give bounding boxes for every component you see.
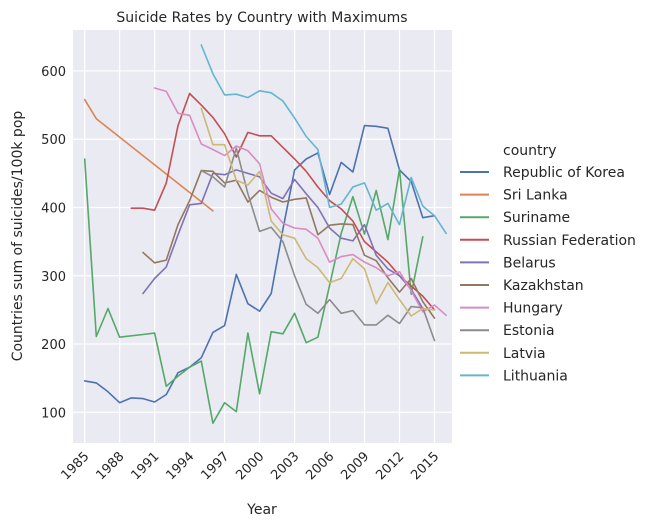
series-line (153, 87, 448, 317)
legend-label: Republic of Korea (503, 165, 625, 181)
series-line (83, 124, 436, 404)
x-tick-label: 2003 (268, 449, 302, 483)
y-tick-label: 400 (41, 201, 66, 216)
legend: country Republic of Korea Sri Lanka Surina… (460, 143, 636, 384)
legend-label: Hungary (503, 301, 563, 317)
legend-label: Kazakhstan (503, 278, 584, 294)
x-tick-label: 1994 (163, 449, 197, 483)
x-tick-label: 1988 (93, 449, 127, 483)
x-tick-label: 2009 (338, 449, 372, 483)
x-axis-label: Year (246, 502, 277, 518)
x-tick-label: 2006 (303, 449, 337, 483)
series-line (83, 158, 424, 425)
legend-title: country (503, 143, 557, 159)
legend-label: Suriname (503, 210, 570, 226)
series-line (200, 44, 448, 235)
y-tick-label: 500 (41, 133, 66, 148)
series-lines (83, 44, 448, 425)
series-line (200, 107, 436, 317)
grid (73, 30, 452, 443)
legend-label: Sri Lanka (503, 188, 568, 204)
legend-label: Belarus (503, 255, 556, 271)
series-line (130, 92, 436, 311)
x-tick-label: 2012 (373, 449, 407, 483)
y-tick-label: 100 (41, 406, 66, 421)
legend-label: Estonia (503, 323, 555, 339)
legend-label: Lithuania (503, 368, 568, 384)
series-line (83, 98, 214, 212)
x-tick-label: 2015 (408, 449, 442, 483)
series-line (200, 147, 436, 342)
legend-label: Russian Federation (503, 233, 636, 249)
x-tick-label: 1991 (128, 449, 162, 483)
x-axis: 1985 1988 1991 1994 1997 2000 2003 2006 2009 2012… (58, 449, 442, 483)
chart-title: Suicide Rates by Country with Maximums (116, 10, 407, 26)
x-tick-label: 1997 (198, 449, 232, 483)
legend-label: Latvia (503, 346, 546, 362)
y-axis: 100 200 300 400 500 600 (41, 65, 66, 421)
x-tick-label: 2000 (233, 449, 267, 483)
y-tick-label: 200 (41, 338, 66, 353)
series-line (142, 169, 424, 310)
x-tick-label: 1985 (58, 449, 92, 483)
y-tick-label: 600 (41, 65, 66, 80)
y-tick-label: 300 (41, 270, 66, 285)
y-axis-label: Countries sum of suicides/100k pop (10, 111, 26, 362)
